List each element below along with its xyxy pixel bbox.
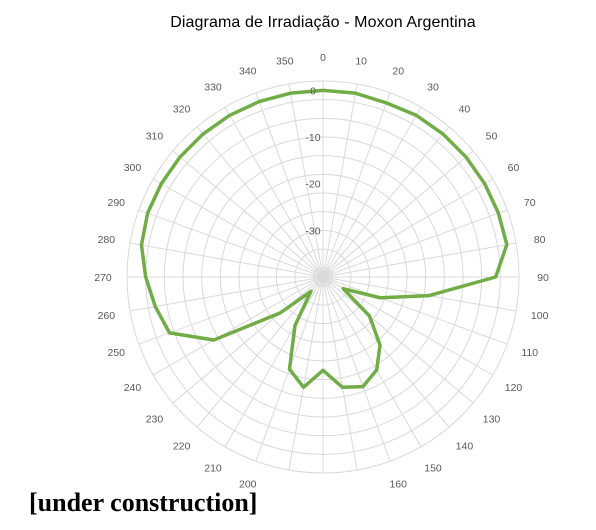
angle-label: 0 (320, 52, 326, 64)
angle-label: 200 (239, 479, 257, 490)
grid-spoke (172, 276, 324, 404)
series-line (139, 88, 509, 390)
grid-spoke (288, 83, 324, 278)
grid-spoke (322, 276, 493, 376)
grid-spoke (322, 276, 474, 404)
angle-label: 110 (521, 347, 538, 359)
grid-spoke (322, 276, 358, 471)
angle-label: 160 (389, 479, 407, 490)
angle-label: 340 (239, 65, 257, 77)
grid-spoke (138, 209, 324, 278)
radial-tick-label: -20 (305, 179, 320, 191)
angle-label: 70 (524, 197, 536, 209)
angle-label: 150 (424, 463, 442, 475)
grid-spoke (153, 276, 324, 376)
grid-spoke (129, 276, 324, 312)
under-construction-note: [under construction] (29, 488, 258, 517)
angle-label: 190 (276, 489, 294, 490)
radial-tick-label: -10 (305, 132, 320, 144)
grid-spoke (322, 126, 450, 278)
angle-label: 60 (508, 162, 520, 174)
grid-spoke (322, 150, 474, 278)
angle-label: 120 (505, 382, 523, 394)
grid-spoke (196, 126, 324, 278)
grid-spoke (224, 276, 324, 447)
angle-label: 290 (108, 197, 126, 209)
angle-label: 40 (459, 103, 471, 115)
radiation-chart: Diagrama de Irradiação - Moxon Argentina… (94, 14, 549, 490)
angle-label: 230 (146, 413, 164, 425)
grid-spoke (322, 107, 422, 278)
angle-label: 50 (486, 131, 498, 143)
radar-plot: 0 10 20 30 40 50 60 70 80 90 100 110 120 130 140 150 160… (94, 52, 549, 490)
grid-spoke (322, 92, 391, 278)
angle-label: 20 (392, 65, 404, 77)
grid-spoke (172, 150, 324, 278)
grid-spoke (288, 276, 324, 471)
angle-label: 250 (108, 347, 126, 359)
angle-label: 130 (483, 413, 501, 425)
angle-label: 80 (534, 234, 546, 246)
grid-spoke (322, 276, 450, 428)
angle-label: 220 (173, 441, 191, 453)
angle-label: 90 (537, 272, 549, 284)
radial-tick-label: 0 (310, 85, 316, 97)
grid-spoke (322, 209, 508, 278)
angle-label: 240 (124, 382, 142, 394)
grid-spoke (322, 242, 517, 278)
grid-spoke (322, 276, 391, 462)
grid-spoke (322, 83, 358, 278)
angle-label: 310 (146, 131, 164, 143)
angle-label: 270 (94, 272, 112, 284)
grid-spoke (129, 242, 324, 278)
chart-title: Diagrama de Irradiação - Moxon Argentina (170, 14, 476, 31)
angle-label: 330 (204, 81, 222, 93)
angle-label: 140 (456, 441, 474, 453)
grid-spoke (322, 276, 517, 312)
angle-label: 170 (352, 489, 370, 490)
angle-label: 210 (204, 463, 222, 475)
grid-spoke (255, 92, 324, 278)
angle-label: 260 (98, 310, 116, 322)
grid-spoke (224, 107, 324, 278)
grid-spoke (153, 178, 324, 278)
grid-spoke (322, 276, 508, 345)
angle-label: 10 (355, 55, 367, 67)
angle-label: 350 (276, 55, 294, 67)
angle-label: 280 (98, 234, 116, 246)
angle-label: 100 (531, 310, 549, 322)
grid-spoke (322, 276, 422, 447)
angle-label: 300 (124, 162, 142, 174)
angle-label: 30 (427, 81, 439, 93)
grid-spoke (322, 178, 493, 278)
radial-tick-label: -30 (305, 225, 320, 237)
grid-spoke (196, 276, 324, 428)
angle-label: 320 (173, 103, 191, 115)
